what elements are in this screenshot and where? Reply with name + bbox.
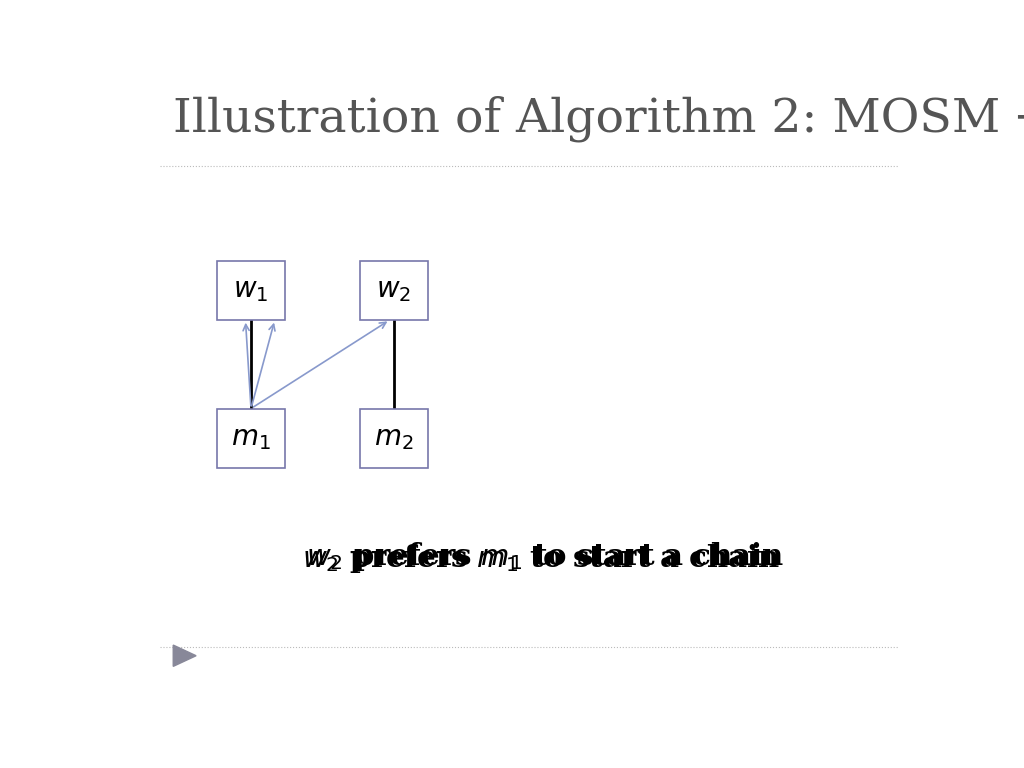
Polygon shape	[173, 645, 196, 667]
Text: $m_1$: $m_1$	[231, 425, 270, 452]
Text: $w_2$ prefers $m_1$ to start a chain: $w_2$ prefers $m_1$ to start a chain	[302, 542, 780, 575]
Text: $m_2$: $m_2$	[374, 425, 414, 452]
Text: $w_2$ prefers $m_1$ to start a chain: $w_2$ prefers $m_1$ to start a chain	[305, 540, 783, 573]
Text: $w_2$: $w_2$	[377, 276, 412, 304]
Text: Illustration of Algorithm 2: MOSM → WOSM: Illustration of Algorithm 2: MOSM → WOSM	[173, 96, 1024, 142]
Text: $w_1$: $w_1$	[233, 276, 268, 304]
FancyBboxPatch shape	[217, 260, 285, 319]
FancyBboxPatch shape	[360, 409, 428, 468]
FancyBboxPatch shape	[360, 260, 428, 319]
FancyBboxPatch shape	[217, 409, 285, 468]
